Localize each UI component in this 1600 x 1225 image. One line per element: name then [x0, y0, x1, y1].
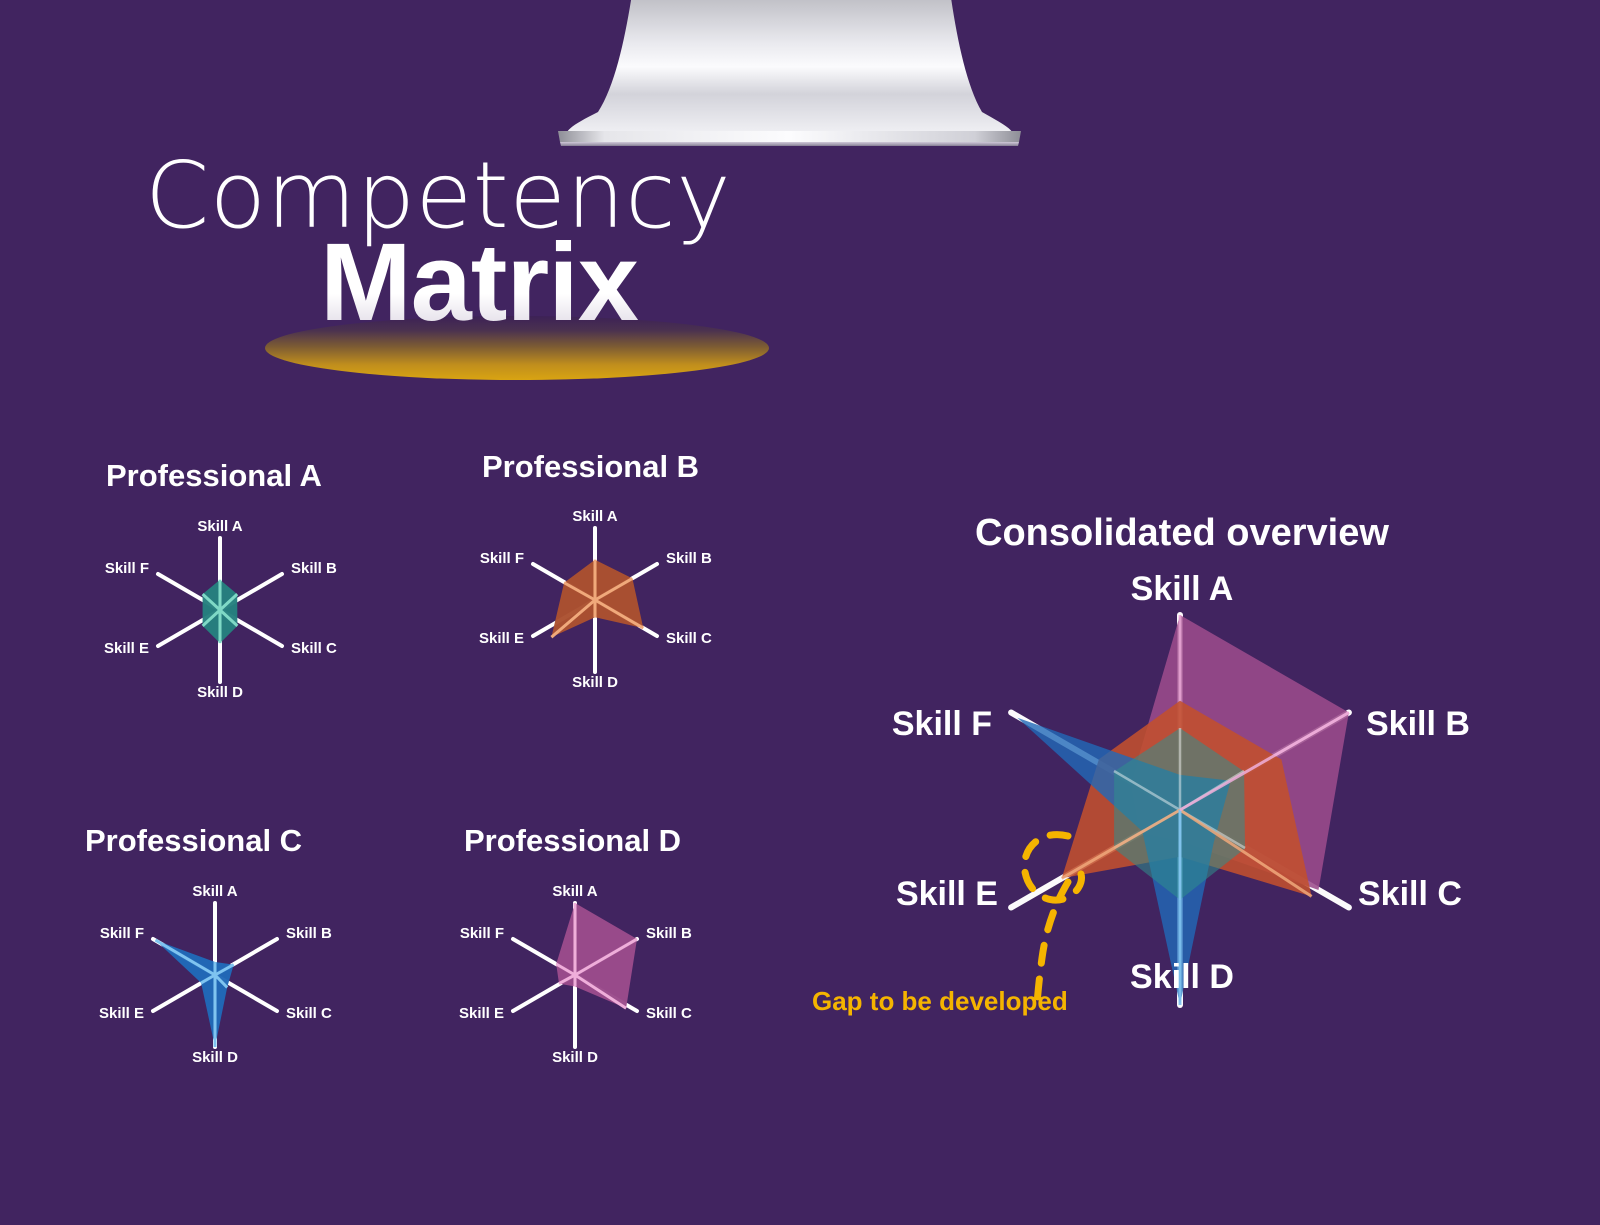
page-title: Competency Matrix [140, 150, 840, 410]
axis-label-skill-e: Skill E [104, 640, 149, 657]
radar-chart-professional-a[interactable]: Skill A Skill B Skill C Skill D Skill E … [95, 505, 345, 701]
axis-label-skill-a: Skill A [552, 883, 597, 900]
gap-annotation-label: Gap to be developed [812, 986, 1068, 1016]
radar-chart-professional-c[interactable]: Skill A Skill B Skill C Skill D Skill E … [90, 870, 340, 1066]
panel-title-professional-b: Professional B [482, 449, 700, 484]
axis-label-skill-a: Skill A [1131, 570, 1234, 608]
axis-label-skill-e: Skill E [99, 1005, 144, 1022]
consolidated-title: Consolidated overview [975, 512, 1389, 554]
axis-label-skill-e: Skill E [479, 630, 524, 647]
axis-label-skill-a: Skill A [197, 518, 242, 535]
lamp-decoration [0, 0, 1600, 160]
panel-title-professional-d: Professional D [464, 823, 682, 858]
title-line-2: Matrix [320, 221, 639, 344]
axis-label-skill-d: Skill D [1130, 958, 1234, 996]
radar-chart-consolidated[interactable]: Skill A Skill B Skill C Skill D Skill E … [880, 570, 1500, 1050]
axis-label-skill-b: Skill B [1366, 705, 1470, 743]
axis-label-skill-b: Skill B [291, 560, 337, 577]
axis-label-skill-d: Skill D [552, 1049, 598, 1066]
axis-label-skill-c: Skill C [286, 1005, 332, 1022]
axis-label-skill-d: Skill D [572, 674, 618, 691]
spotlight-ellipse-icon [265, 316, 769, 380]
radar-chart-professional-b[interactable]: Skill A Skill B Skill C Skill D Skill E … [470, 495, 720, 691]
axis-label-skill-f: Skill F [460, 925, 504, 942]
title-line-1: Competency [145, 142, 732, 249]
panel-title-professional-c: Professional C [85, 823, 303, 858]
gap-marker-icon [1020, 831, 1085, 1008]
axis-label-skill-b: Skill B [286, 925, 332, 942]
axis-label-skill-a: Skill A [572, 508, 617, 525]
axis-label-skill-c: Skill C [291, 640, 337, 657]
axis-label-skill-d: Skill D [192, 1049, 238, 1066]
axis-label-skill-f: Skill F [100, 925, 144, 942]
axis-label-skill-b: Skill B [666, 550, 712, 567]
axis-label-skill-f: Skill F [480, 550, 524, 567]
axis-label-skill-b: Skill B [646, 925, 692, 942]
axis-label-skill-a: Skill A [192, 883, 237, 900]
axis-label-skill-c: Skill C [1358, 875, 1462, 913]
axis-label-skill-f: Skill F [892, 705, 992, 743]
axis-label-skill-d: Skill D [197, 684, 243, 701]
radar-chart-professional-d[interactable]: Skill A Skill B Skill C Skill D Skill E … [450, 870, 700, 1066]
axis-label-skill-e: Skill E [896, 875, 998, 913]
axis-label-skill-f: Skill F [105, 560, 149, 577]
axis-label-skill-e: Skill E [459, 1005, 504, 1022]
panel-title-professional-a: Professional A [106, 458, 322, 493]
axis-label-skill-c: Skill C [666, 630, 712, 647]
axis-label-skill-c: Skill C [646, 1005, 692, 1022]
